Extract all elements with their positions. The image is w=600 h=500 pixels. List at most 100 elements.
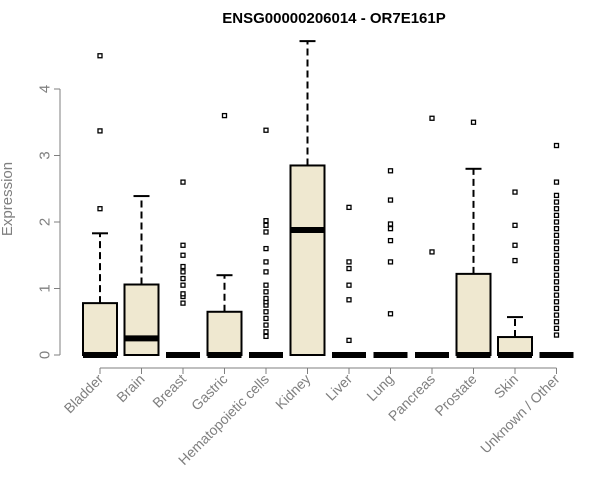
outlier-point — [387, 311, 394, 317]
outlier-point — [553, 192, 560, 199]
outlier-point — [263, 322, 269, 328]
outlier-point — [97, 206, 103, 212]
outlier-point — [97, 128, 103, 134]
outlier-point — [512, 222, 518, 228]
outlier-point — [263, 309, 269, 315]
outlier-point — [180, 291, 186, 297]
y-axis-label: Expression — [0, 162, 16, 236]
outlier-point — [263, 259, 269, 265]
box-iqr — [289, 164, 326, 356]
x-tick-label: Bladder — [61, 371, 107, 417]
boxes-group — [82, 40, 574, 358]
outlier-point — [387, 197, 394, 203]
outlier-point — [180, 242, 186, 248]
x-tick-label: Lung — [363, 371, 396, 404]
outlier-point — [180, 179, 186, 185]
x-tick-label: Breast — [149, 371, 189, 411]
outlier-point — [553, 285, 560, 292]
x-tick-label: Prostate — [431, 371, 479, 419]
outlier-point — [553, 272, 560, 278]
outlier-point — [553, 325, 560, 332]
outlier-point — [553, 319, 560, 325]
outlier-point — [553, 305, 560, 312]
outlier-point — [180, 275, 186, 282]
outlier-point — [346, 282, 352, 288]
outlier-point — [263, 229, 269, 235]
outlier-point — [553, 252, 560, 258]
box-9 — [415, 115, 449, 358]
outlier-point — [263, 218, 269, 224]
outlier-point — [553, 299, 560, 305]
box-8 — [373, 168, 408, 358]
outlier-point — [263, 222, 269, 228]
outlier-point — [387, 168, 394, 174]
outlier-point — [512, 242, 518, 248]
box-iqr — [206, 310, 243, 356]
outlier-point — [553, 219, 560, 225]
x-tick-label: Skin — [491, 371, 522, 402]
x-tick-label: Brain — [113, 371, 147, 405]
outlier-point — [553, 312, 560, 318]
outlier-point — [387, 259, 394, 265]
outlier-point — [553, 279, 560, 285]
outlier-point — [263, 315, 269, 322]
outlier-point — [180, 300, 186, 306]
box-4 — [206, 112, 243, 358]
outlier-point — [263, 127, 269, 133]
outlier-point — [387, 237, 394, 244]
outlier-point — [263, 245, 269, 252]
y-tick-label: 2 — [37, 218, 54, 226]
outlier-point — [346, 259, 352, 265]
y-axis-ticks: 0 1 2 3 4 — [37, 85, 60, 359]
outlier-point — [97, 53, 103, 59]
box-11 — [497, 189, 533, 358]
box-iqr — [455, 272, 492, 356]
outlier-point — [263, 329, 269, 335]
outlier-point — [180, 269, 186, 275]
outlier-point — [346, 337, 352, 344]
x-tick-label: Unknown / Other — [477, 371, 563, 457]
outlier-point — [346, 297, 352, 303]
outlier-point — [553, 265, 560, 272]
outlier-point — [180, 252, 186, 258]
box-3 — [166, 179, 200, 358]
y-tick-label: 0 — [37, 351, 54, 359]
outlier-point — [180, 263, 186, 270]
outlier-point — [553, 206, 560, 212]
outlier-point — [553, 212, 560, 219]
box-2 — [123, 195, 160, 357]
box-5 — [249, 127, 283, 358]
x-tick-label: Kidney — [272, 371, 314, 413]
outlier-point — [553, 332, 560, 338]
box-1 — [82, 53, 118, 358]
y-tick-label: 1 — [37, 284, 54, 292]
box-iqr — [82, 302, 118, 357]
outlier-point — [180, 282, 186, 288]
outlier-point — [470, 119, 477, 125]
outlier-point — [387, 221, 394, 227]
outlier-point — [346, 204, 352, 211]
box-7 — [332, 204, 366, 358]
outlier-point — [263, 289, 269, 295]
outlier-point — [553, 142, 560, 149]
outlier-point — [221, 112, 228, 119]
outlier-point — [429, 115, 435, 121]
outlier-point — [263, 295, 269, 302]
outlier-point — [387, 225, 394, 232]
chart-title: ENSG00000206014 - OR7E161P — [222, 10, 445, 27]
outlier-point — [429, 249, 435, 255]
box-12 — [539, 142, 574, 358]
outlier-point — [553, 225, 560, 232]
outlier-point — [553, 179, 560, 185]
outlier-point — [553, 232, 560, 238]
box-10 — [455, 119, 492, 358]
outlier-point — [346, 265, 352, 272]
outlier-point — [512, 257, 518, 264]
outlier-point — [553, 239, 560, 245]
outlier-point — [553, 245, 560, 252]
box-iqr — [123, 283, 160, 357]
y-tick-label: 4 — [37, 85, 54, 93]
